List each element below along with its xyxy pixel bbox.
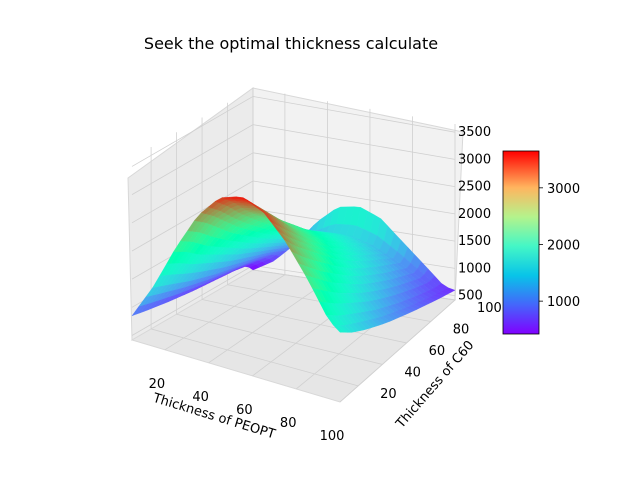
z-tick-label: 2500 <box>458 180 491 195</box>
surface-patch <box>332 324 345 333</box>
x-grid-line <box>208 280 328 364</box>
y-tick-label: 100 <box>477 301 502 316</box>
z-tick-label: 3000 <box>458 152 491 167</box>
y-tick-labels: 20 40 60 80 100 <box>380 301 502 402</box>
y-tick-label: 60 <box>429 344 446 359</box>
z-tick-label: 3500 <box>458 125 491 140</box>
x-tick-label: 40 <box>192 390 209 405</box>
z-tick-label: 500 <box>458 289 483 304</box>
colorbar <box>502 150 540 335</box>
z-grid-line <box>252 96 456 133</box>
z-grid-line <box>252 180 456 215</box>
y-grid-line <box>201 299 407 344</box>
z-grid-line <box>252 124 456 160</box>
z-grid-line <box>131 96 254 167</box>
x-grid-line <box>164 274 286 351</box>
z-grid-line <box>131 152 254 224</box>
z-grid-line <box>252 152 456 188</box>
z-grid-line <box>131 124 254 195</box>
z-grid-line <box>131 265 254 336</box>
z-grid-line <box>131 180 254 252</box>
colorbar-tick-label: 3000 <box>547 182 580 197</box>
colorbar-tick-label: 1000 <box>547 295 580 310</box>
x-tick-label: 100 <box>320 429 345 444</box>
y-grid-line <box>176 313 383 365</box>
x-tick-label: 20 <box>149 377 166 392</box>
x-axis-label: Thickness of PEOPT <box>150 391 277 443</box>
z-tick-labels: 500 1000 1500 2000 2500 3000 3500 <box>458 125 491 303</box>
chart-title: Seek the optimal thickness calculate <box>144 34 438 53</box>
y-grid-line <box>150 328 359 387</box>
y-tick-label: 20 <box>380 387 397 402</box>
y-tick-label: 80 <box>453 322 470 337</box>
colorbar-tick-label: 2000 <box>547 238 580 253</box>
x-grid-line <box>339 299 456 403</box>
z-tick-label: 1000 <box>458 261 491 276</box>
surface-plot <box>131 196 456 333</box>
x-tick-labels: 20 40 60 80 100 <box>149 377 345 444</box>
y-tick-label: 40 <box>404 365 421 380</box>
x-tick-label: 80 <box>280 416 297 431</box>
z-tick-label: 2000 <box>458 207 491 222</box>
x-tick-label: 60 <box>236 403 253 418</box>
colorbar-ticks: 1000 2000 3000 <box>539 182 580 310</box>
z-tick-label: 1500 <box>458 234 491 249</box>
